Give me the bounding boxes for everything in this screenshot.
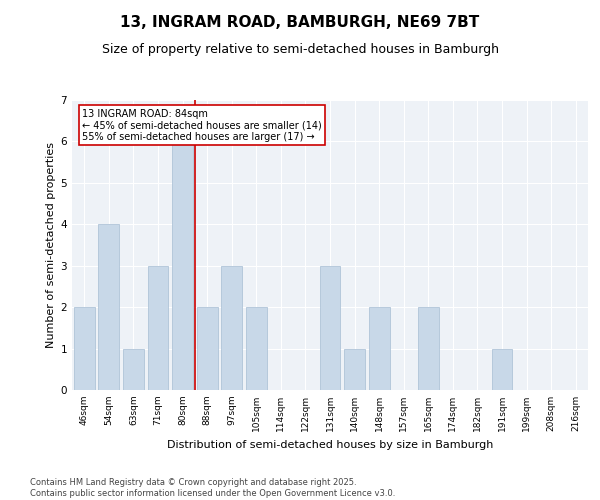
Text: Contains HM Land Registry data © Crown copyright and database right 2025.
Contai: Contains HM Land Registry data © Crown c… — [30, 478, 395, 498]
Bar — [172, 142, 193, 390]
Bar — [368, 307, 389, 390]
Bar — [197, 307, 218, 390]
Bar — [418, 307, 439, 390]
Bar — [320, 266, 340, 390]
Bar — [491, 348, 512, 390]
Bar — [221, 266, 242, 390]
Bar — [123, 348, 144, 390]
X-axis label: Distribution of semi-detached houses by size in Bamburgh: Distribution of semi-detached houses by … — [167, 440, 493, 450]
Bar — [246, 307, 267, 390]
Bar — [148, 266, 169, 390]
Bar — [98, 224, 119, 390]
Y-axis label: Number of semi-detached properties: Number of semi-detached properties — [46, 142, 56, 348]
Bar — [74, 307, 95, 390]
Text: Size of property relative to semi-detached houses in Bamburgh: Size of property relative to semi-detach… — [101, 42, 499, 56]
Bar — [344, 348, 365, 390]
Text: 13, INGRAM ROAD, BAMBURGH, NE69 7BT: 13, INGRAM ROAD, BAMBURGH, NE69 7BT — [121, 15, 479, 30]
Text: 13 INGRAM ROAD: 84sqm
← 45% of semi-detached houses are smaller (14)
55% of semi: 13 INGRAM ROAD: 84sqm ← 45% of semi-deta… — [82, 108, 322, 142]
